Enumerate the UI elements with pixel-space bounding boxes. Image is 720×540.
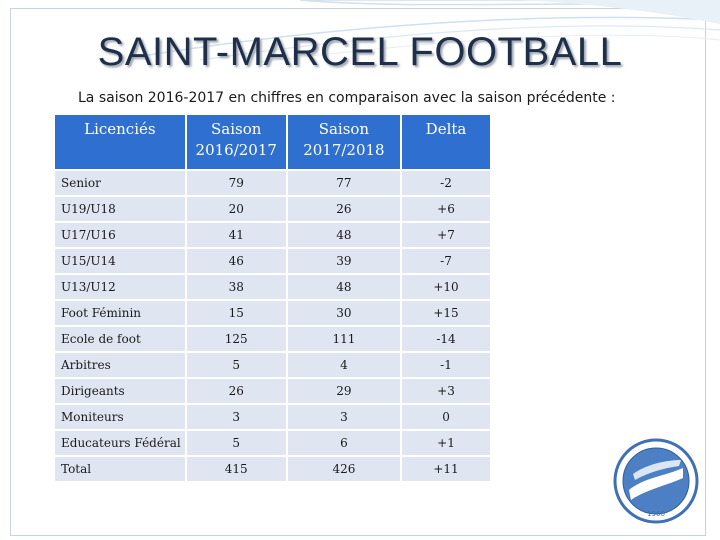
slide-frame <box>10 8 706 536</box>
cell-s2016: 125 <box>186 327 288 351</box>
cell-cat: Total <box>55 457 187 481</box>
page-title: SAINT-MARCEL FOOTBALL <box>97 30 623 74</box>
cell-cat: U13/U12 <box>55 275 187 299</box>
cell-delta: +6 <box>402 197 490 221</box>
cell-cat: U17/U16 <box>55 223 187 247</box>
page-subtitle: La saison 2016-2017 en chiffres en compa… <box>78 90 616 106</box>
stats-table: Licenciés Saison 2016/2017 Saison 2017/2… <box>55 113 490 483</box>
table-row: Moniteurs 3 3 0 <box>55 405 490 429</box>
cell-s2016: 415 <box>186 457 288 481</box>
cell-delta: -14 <box>402 327 490 351</box>
cell-s2016: 5 <box>186 353 288 377</box>
cell-s2016: 41 <box>186 223 288 247</box>
svg-text:1966: 1966 <box>647 510 665 518</box>
cell-delta: 0 <box>402 405 490 429</box>
cell-s2016: 46 <box>186 249 288 273</box>
cell-cat: Educateurs Fédéral <box>55 431 187 455</box>
table-row: Total 415 426 +11 <box>55 457 490 481</box>
cell-s2016: 3 <box>186 405 288 429</box>
table-row: U17/U16 41 48 +7 <box>55 223 490 247</box>
cell-s2016: 79 <box>186 171 288 195</box>
cell-delta: +3 <box>402 379 490 403</box>
cell-s2017: 6 <box>287 431 403 455</box>
header-delta: Delta <box>402 115 490 169</box>
cell-cat: Arbitres <box>55 353 187 377</box>
cell-cat: Senior <box>55 171 187 195</box>
header-saison-2016-text: Saison 2016/2017 <box>195 120 277 159</box>
table-row: Foot Féminin 15 30 +15 <box>55 301 490 325</box>
cell-delta: +1 <box>402 431 490 455</box>
table-row: U15/U14 46 39 -7 <box>55 249 490 273</box>
cell-s2016: 5 <box>186 431 288 455</box>
table-row: Arbitres 5 4 -1 <box>55 353 490 377</box>
header-licencies: Licenciés <box>55 115 187 169</box>
cell-s2017: 111 <box>287 327 403 351</box>
cell-s2017: 48 <box>287 223 403 247</box>
table-row: Ecole de foot 125 111 -14 <box>55 327 490 351</box>
cell-cat: Ecole de foot <box>55 327 187 351</box>
header-saison-2016: Saison 2016/2017 <box>186 115 288 169</box>
table-row: Educateurs Fédéral 5 6 +1 <box>55 431 490 455</box>
header-saison-2017-text: Saison 2017/2018 <box>303 120 385 159</box>
cell-s2016: 38 <box>186 275 288 299</box>
cell-s2017: 39 <box>287 249 403 273</box>
table-row: Dirigeants 26 29 +3 <box>55 379 490 403</box>
table-header-row: Licenciés Saison 2016/2017 Saison 2017/2… <box>55 115 490 169</box>
cell-s2017: 3 <box>287 405 403 429</box>
table-row: U19/U18 20 26 +6 <box>55 197 490 221</box>
cell-cat: Foot Féminin <box>55 301 187 325</box>
cell-s2017: 48 <box>287 275 403 299</box>
cell-delta: -7 <box>402 249 490 273</box>
cell-s2017: 77 <box>287 171 403 195</box>
table-row: Senior 79 77 -2 <box>55 171 490 195</box>
table-row: U13/U12 38 48 +10 <box>55 275 490 299</box>
decorative-swoosh <box>129 0 720 63</box>
cell-s2016: 20 <box>186 197 288 221</box>
cell-s2017: 29 <box>287 379 403 403</box>
cell-delta: -1 <box>402 353 490 377</box>
cell-cat: U19/U18 <box>55 197 187 221</box>
cell-delta: +15 <box>402 301 490 325</box>
cell-s2017: 30 <box>287 301 403 325</box>
cell-s2016: 15 <box>186 301 288 325</box>
cell-cat: U15/U14 <box>55 249 187 273</box>
cell-delta: -2 <box>402 171 490 195</box>
cell-cat: Dirigeants <box>55 379 187 403</box>
cell-s2017: 26 <box>287 197 403 221</box>
cell-cat: Moniteurs <box>55 405 187 429</box>
club-crest-icon: 1966 <box>613 438 699 524</box>
cell-delta: +10 <box>402 275 490 299</box>
cell-s2016: 26 <box>186 379 288 403</box>
cell-delta: +11 <box>402 457 490 481</box>
cell-s2017: 426 <box>287 457 403 481</box>
header-saison-2017: Saison 2017/2018 <box>287 115 403 169</box>
cell-s2017: 4 <box>287 353 403 377</box>
cell-delta: +7 <box>402 223 490 247</box>
